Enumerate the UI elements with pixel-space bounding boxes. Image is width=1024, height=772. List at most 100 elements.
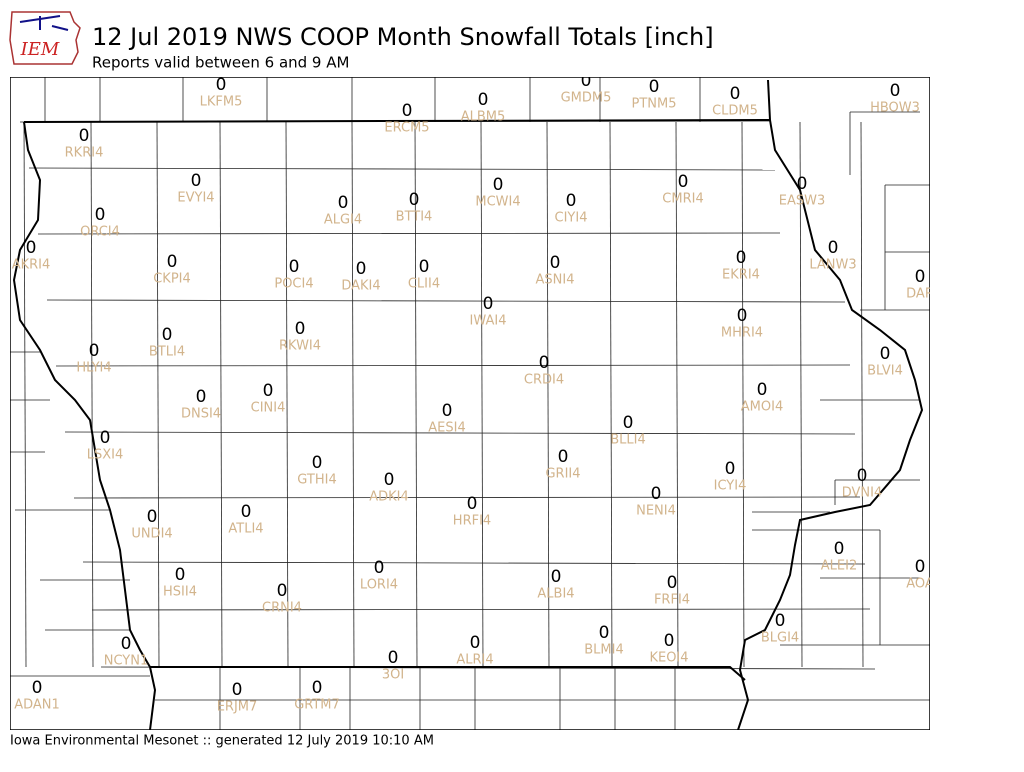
station-id: BLVI4: [867, 364, 903, 379]
station-value: 0: [32, 678, 43, 698]
basemap: [10, 77, 930, 730]
station-id: BTLI4: [149, 345, 185, 360]
footer: Iowa Environmental Mesonet :: generated …: [10, 734, 434, 749]
station-id: ADAN1: [14, 698, 60, 713]
station-value: 0: [162, 325, 173, 345]
station-id: ALBM5: [461, 110, 506, 125]
county-line: [90, 121, 94, 668]
station-id: CLDM5: [712, 104, 758, 119]
station-id: MCWI4: [475, 195, 520, 210]
station-value: 0: [419, 257, 430, 277]
county-line: [28, 167, 776, 171]
station-value: 0: [79, 126, 90, 146]
station-value: 0: [312, 453, 323, 473]
county-line: [37, 232, 781, 235]
station-value: 0: [295, 319, 306, 339]
station-value: 0: [651, 484, 662, 504]
station-value: 0: [725, 459, 736, 479]
station-id: MHRI4: [721, 326, 763, 341]
station-value: 0: [89, 341, 100, 361]
station-value: 0: [623, 413, 634, 433]
station-id: NCYN1: [104, 654, 149, 669]
county-line: [285, 121, 289, 668]
station-id: HRFI4: [453, 514, 491, 529]
station-value: 0: [736, 248, 747, 268]
station-id: HSII4: [163, 585, 197, 600]
station-id: ALBI4: [537, 587, 574, 602]
station-value: 0: [95, 205, 106, 225]
station-id: CKPI4: [153, 272, 191, 287]
station-id: RKRI4: [65, 146, 104, 161]
station-value: 0: [388, 648, 399, 668]
county-lines: [10, 77, 930, 730]
station-id: ORCI4: [80, 225, 120, 240]
station-value: 0: [175, 565, 186, 585]
station-id: LSXI4: [87, 448, 124, 463]
station-value: 0: [757, 380, 768, 400]
station-value: 0: [539, 353, 550, 373]
logo-text: IEM: [20, 39, 60, 60]
station-id: ICYI4: [714, 479, 747, 494]
station-id: RKWI4: [279, 339, 321, 354]
station-id: DAR: [906, 287, 934, 302]
station-value: 0: [191, 171, 202, 191]
station-value: 0: [167, 252, 178, 272]
station-id: BLMI4: [584, 643, 623, 658]
county-line: [219, 121, 223, 668]
station-id: ALEI2: [821, 559, 857, 574]
station-id: GMDM5: [561, 91, 612, 106]
subtitle: Reports valid between 6 and 9 AM: [92, 54, 349, 72]
station-id: ERJM7: [217, 700, 258, 715]
station-value: 0: [667, 573, 678, 593]
station-id: AOA: [906, 577, 934, 592]
station-id: UNDI4: [131, 527, 172, 542]
county-line: [546, 121, 550, 668]
station-id: HBOW3: [870, 101, 920, 116]
station-value: 0: [664, 631, 675, 651]
station-id: CIYI4: [555, 211, 588, 226]
station-id: 3OI: [382, 668, 404, 683]
station-id: CMRI4: [662, 192, 703, 207]
station-id: GTHI4: [297, 473, 336, 488]
station-id: BLLI4: [610, 433, 646, 448]
county-line: [480, 121, 484, 668]
station-value: 0: [478, 90, 489, 110]
county-line: [156, 121, 160, 668]
station-value: 0: [289, 257, 300, 277]
station-value: 0: [196, 387, 207, 407]
station-value: 0: [241, 502, 252, 522]
